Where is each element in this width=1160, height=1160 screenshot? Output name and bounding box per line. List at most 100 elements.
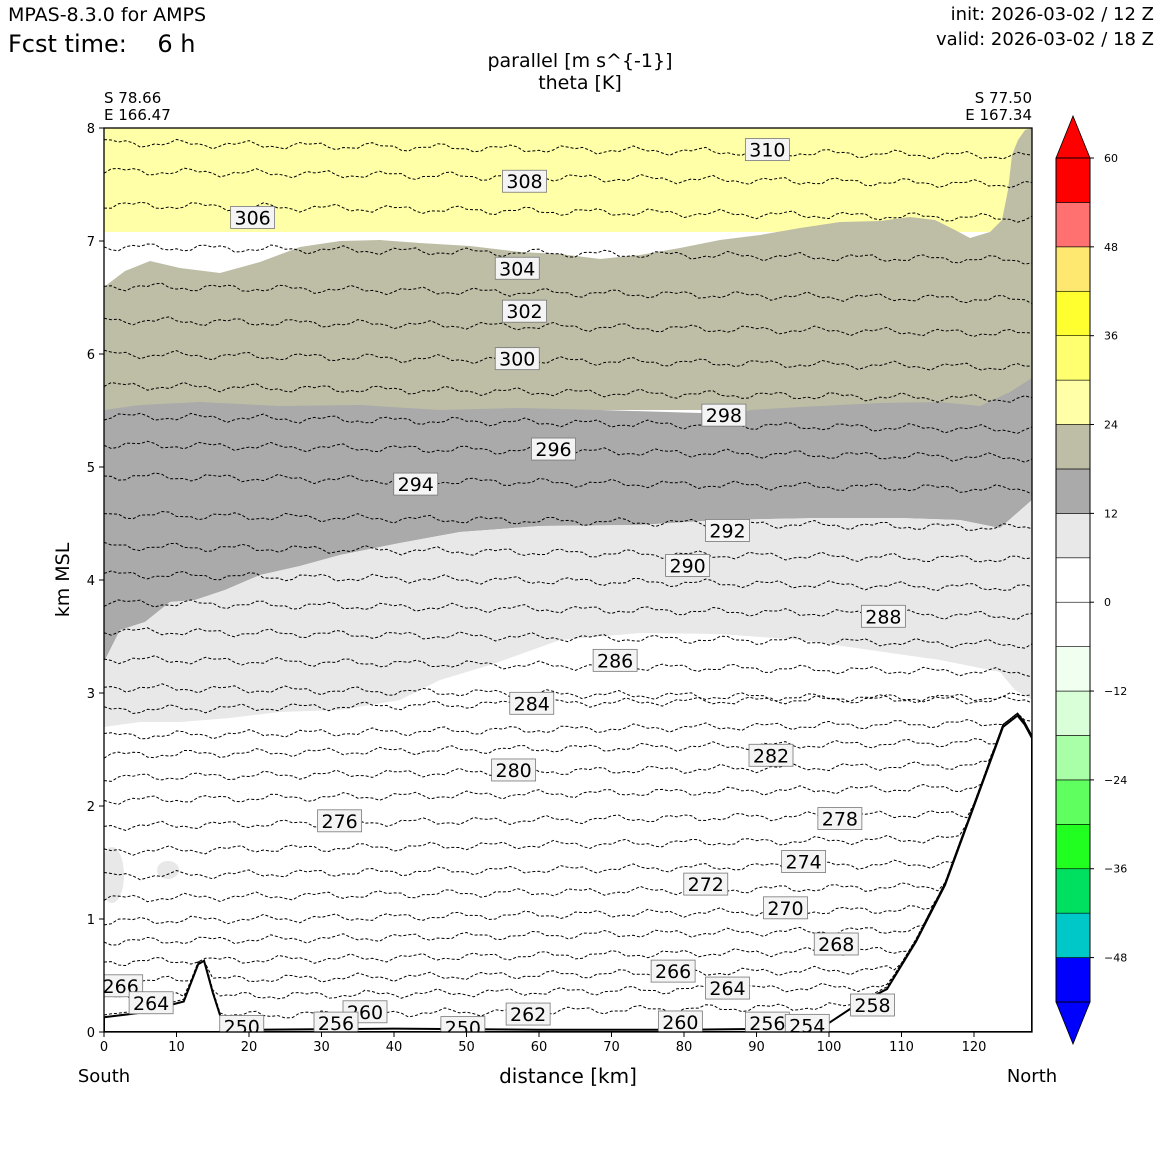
theta-contour-line xyxy=(104,692,1032,715)
svg-text:270: 270 xyxy=(767,898,803,920)
theta-contour-line xyxy=(104,712,1032,805)
theta-label: 250 xyxy=(219,1015,265,1038)
x-axis-label: distance [km] xyxy=(499,1064,637,1088)
y-tick-label: 3 xyxy=(87,687,95,702)
theta-label: 270 xyxy=(763,896,808,920)
left-endpoint-lat: S 78.66 xyxy=(104,89,161,107)
svg-text:306: 306 xyxy=(234,207,270,229)
theta-contour-line xyxy=(104,472,1032,495)
theta-label: 254 xyxy=(784,1013,830,1037)
y-tick-label: 1 xyxy=(87,913,95,928)
colorbar-segment xyxy=(1055,690,1091,736)
svg-text:280: 280 xyxy=(495,760,531,782)
theta-contour-line xyxy=(104,712,1032,1003)
theta-contour-line xyxy=(104,712,1032,881)
theta-label: 262 xyxy=(505,1002,551,1026)
x-tick-label: 80 xyxy=(676,1040,693,1055)
theta-contour-line xyxy=(104,412,1032,434)
theta-contour-line xyxy=(104,712,1032,926)
theta-contour-line xyxy=(104,201,1032,223)
x-tick-label: 20 xyxy=(241,1040,258,1055)
x-tick-label: 70 xyxy=(603,1040,620,1055)
svg-text:300: 300 xyxy=(499,349,535,371)
svg-text:262: 262 xyxy=(510,1004,546,1026)
x-tick-label: 50 xyxy=(458,1040,475,1055)
x-tick-label: 40 xyxy=(386,1040,403,1055)
colorbar-segment xyxy=(1055,513,1091,559)
svg-text:302: 302 xyxy=(506,301,542,323)
svg-text:304: 304 xyxy=(499,258,535,280)
chart-title-line2: theta [K] xyxy=(538,72,622,94)
colorbar-segment xyxy=(1055,735,1091,781)
x-tick-label: 120 xyxy=(962,1040,987,1055)
y-tick-label: 0 xyxy=(87,1026,95,1041)
theta-label: 258 xyxy=(850,993,895,1017)
svg-text:292: 292 xyxy=(709,520,745,542)
colorbar-segment xyxy=(1055,290,1091,336)
theta-label: 264 xyxy=(705,976,750,1000)
theta-label: 278 xyxy=(817,807,863,831)
theta-label: 298 xyxy=(701,403,747,427)
theta-label: 304 xyxy=(494,256,540,280)
theta-label: 284 xyxy=(509,691,555,715)
svg-text:250: 250 xyxy=(224,1016,260,1038)
theta-contour-line xyxy=(104,349,1032,371)
colorbar-tick-label: −12 xyxy=(1104,685,1127,698)
south-label: South xyxy=(78,1066,130,1087)
colorbar-segment xyxy=(1055,912,1091,958)
y-tick-label: 4 xyxy=(87,574,95,589)
svg-text:276: 276 xyxy=(321,811,357,833)
wind-shade-18-24 xyxy=(104,128,1032,410)
svg-text:260: 260 xyxy=(662,1012,698,1034)
svg-text:278: 278 xyxy=(822,809,858,831)
theta-contour-line xyxy=(104,712,1032,740)
theta-contour-line xyxy=(104,712,1032,967)
theta-contour-line xyxy=(104,316,1032,337)
colorbar-frame xyxy=(1055,157,1091,1003)
theta-label: 282 xyxy=(748,743,794,767)
theta-label: 288 xyxy=(860,604,906,628)
theta-label: 264 xyxy=(128,991,174,1015)
theta-contour-line xyxy=(104,138,1032,160)
colorbar-tick-label: −36 xyxy=(1104,863,1127,876)
theta-label: 274 xyxy=(781,850,827,874)
svg-text:282: 282 xyxy=(753,745,789,767)
svg-text:310: 310 xyxy=(749,140,785,162)
chart-title-line1: parallel [m s^{-1}] xyxy=(487,50,672,72)
theta-contour-line xyxy=(104,683,1032,705)
theta-label: 296 xyxy=(531,437,576,461)
x-tick-label: 110 xyxy=(889,1040,914,1055)
colorbar-segment xyxy=(1055,335,1091,381)
colorbar-segment xyxy=(1055,868,1091,914)
colorbar-segment xyxy=(1055,646,1091,692)
model-label: MPAS-8.3.0 for AMPS xyxy=(8,4,207,26)
x-tick-label: 60 xyxy=(531,1040,548,1055)
theta-label: 266 xyxy=(650,959,696,983)
svg-text:256: 256 xyxy=(318,1013,354,1035)
theta-contour-line xyxy=(104,570,1032,592)
theta-contour-line xyxy=(104,712,1032,1019)
theta-label: 268 xyxy=(813,932,859,956)
svg-text:294: 294 xyxy=(398,474,434,496)
theta-contour-line xyxy=(104,599,1032,620)
svg-text:254: 254 xyxy=(789,1015,825,1037)
x-tick-label: 0 xyxy=(100,1040,108,1055)
svg-text:286: 286 xyxy=(597,650,633,672)
svg-text:250: 250 xyxy=(445,1018,481,1040)
theta-label: 292 xyxy=(705,519,750,542)
colorbar-segment xyxy=(1055,957,1091,1003)
theta-contour-line xyxy=(104,712,1032,946)
theta-contour-line xyxy=(104,712,1032,986)
svg-text:258: 258 xyxy=(854,995,890,1017)
svg-text:298: 298 xyxy=(706,405,742,427)
x-tick-label: 10 xyxy=(168,1040,185,1055)
theta-label: 260 xyxy=(657,1010,703,1034)
theta-label: 250 xyxy=(440,1016,486,1040)
svg-text:264: 264 xyxy=(709,978,745,1000)
theta-contour-line xyxy=(104,243,1032,265)
theta-contour-line xyxy=(104,712,1032,782)
y-tick-label: 2 xyxy=(87,800,95,815)
svg-text:284: 284 xyxy=(514,693,550,715)
theta-label: 272 xyxy=(683,872,729,896)
theta-label: 256 xyxy=(313,1011,359,1035)
